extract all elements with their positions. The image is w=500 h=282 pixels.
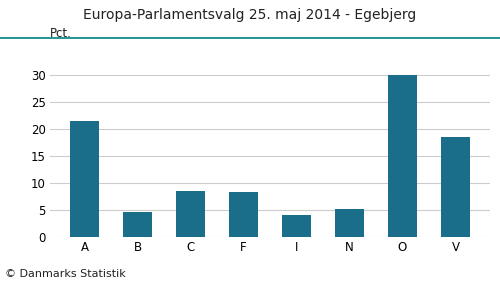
Bar bbox=[388, 75, 417, 237]
Bar bbox=[229, 191, 258, 237]
Text: Europa-Parlamentsvalg 25. maj 2014 - Egebjerg: Europa-Parlamentsvalg 25. maj 2014 - Ege… bbox=[84, 8, 416, 23]
Bar bbox=[335, 209, 364, 237]
Text: © Danmarks Statistik: © Danmarks Statistik bbox=[5, 269, 126, 279]
Bar bbox=[282, 215, 311, 237]
Text: Pct.: Pct. bbox=[50, 27, 72, 40]
Bar bbox=[176, 191, 205, 237]
Bar bbox=[70, 121, 99, 237]
Bar bbox=[441, 137, 470, 237]
Bar bbox=[123, 212, 152, 237]
